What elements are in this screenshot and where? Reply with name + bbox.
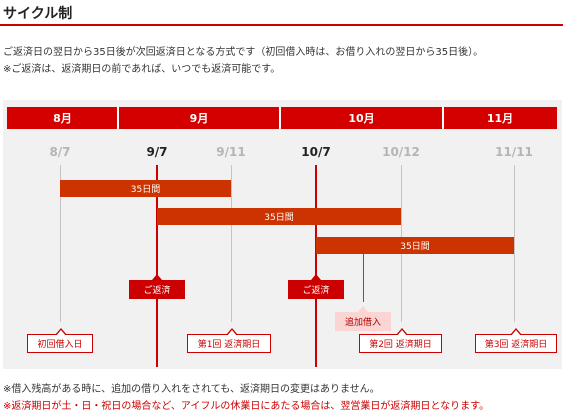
period-bar-3: 35日間: [316, 237, 514, 254]
page-title: サイクル制: [3, 6, 73, 22]
date-11-11: 11/11: [495, 145, 533, 159]
guide-line: [231, 165, 232, 322]
period-bar-2: 35日間: [157, 208, 401, 225]
repayment-line: [156, 165, 158, 367]
repayment-line: [315, 165, 317, 367]
milestone-text: 第1回 返済期日: [197, 340, 261, 350]
additional-borrowing-line: [363, 254, 364, 302]
milestone-caret: [511, 330, 521, 336]
month-divider: [442, 107, 444, 129]
milestone-caret: [227, 330, 237, 336]
guide-line: [60, 165, 61, 322]
month-october: 10月: [280, 107, 443, 129]
milestone-text: 第2回 返済期日: [369, 340, 432, 350]
month-divider: [117, 107, 119, 129]
month-divider: [279, 107, 281, 129]
footnote-1: ※借入残高がある時に、追加の借り入れをされても、返済期日の変更はありません。: [3, 384, 380, 395]
milestone-first-borrowing: 初回借入日: [27, 328, 93, 353]
footnote-2: ※返済期日が土・日・祝日の場合など、アイフルの休業日にあたる場合は、翌営業日が返…: [3, 401, 490, 412]
month-november: 11月: [443, 107, 557, 129]
title-underline: [0, 24, 563, 26]
additional-borrowing-tag: 追加借入: [335, 306, 391, 331]
period-bar-1: 35日間: [60, 180, 231, 197]
guide-line: [514, 165, 515, 322]
date-10-12: 10/12: [382, 145, 420, 159]
repayment-label-1: ご返済: [129, 274, 185, 299]
milestone-repayment-1: 第1回 返済期日: [187, 328, 271, 353]
milestone-repayment-2: 第2回 返済期日: [359, 328, 442, 353]
additional-borrowing-caret: [358, 306, 368, 312]
repayment-label-text: ご返済: [302, 286, 330, 296]
month-august: 8月: [7, 107, 118, 129]
milestone-caret: [397, 330, 407, 336]
repayment-label-caret: [152, 274, 162, 280]
date-9-11: 9/11: [216, 145, 246, 159]
date-8-7: 8/7: [49, 145, 71, 159]
date-9-7: 9/7: [146, 145, 168, 159]
timeline-panel: [3, 100, 562, 369]
repayment-label-2: ご返済: [288, 274, 344, 299]
repayment-label-text: ご返済: [143, 286, 171, 296]
date-10-7: 10/7: [301, 145, 331, 159]
milestone-text: 初回借入日: [37, 340, 83, 350]
additional-borrowing-text: 追加借入: [344, 318, 381, 328]
intro-line-1: ご返済日の翌日から35日後が次回返済日となる方式です（初回借入時は、お借り入れの…: [3, 47, 484, 58]
milestone-repayment-3: 第3回 返済期日: [475, 328, 557, 353]
intro-line-2: ※ご返済は、返済期日の前であれば、いつでも返済可能です。: [3, 64, 281, 75]
milestone-caret: [56, 330, 66, 336]
month-september: 9月: [118, 107, 280, 129]
milestone-text: 第3回 返済期日: [484, 340, 548, 350]
repayment-label-caret: [311, 274, 321, 280]
